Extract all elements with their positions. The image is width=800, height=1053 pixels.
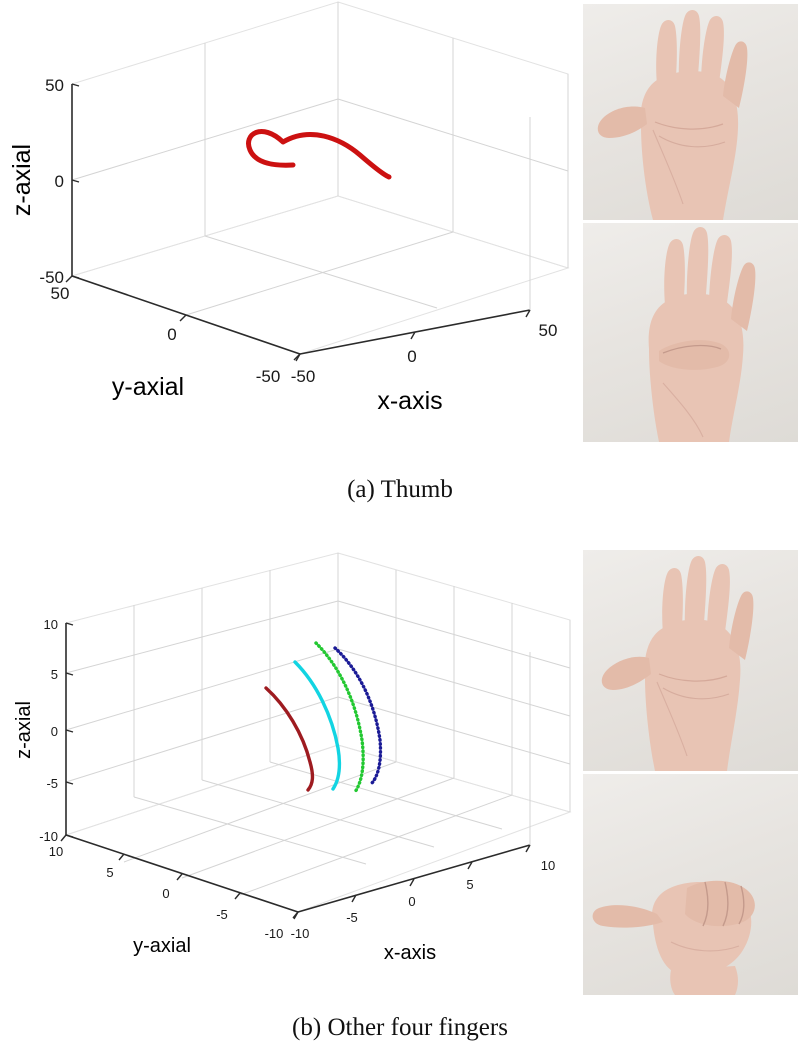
z-axis-title: z-axial (8, 144, 36, 216)
y-axis-title: y-axial (112, 373, 184, 401)
four-fingers-curled-photo (583, 774, 798, 995)
y-tick-label: 0 (167, 325, 176, 344)
panel-a-plot: 50 0 -50 z-axial 50 0 -50 y-axial (0, 0, 580, 450)
z-tick-label: -5 (46, 776, 58, 791)
y-tick-label: -5 (216, 907, 228, 922)
z-axis: 50 0 -50 z-axial (8, 76, 80, 287)
y-axis-title: y-axial (133, 935, 191, 957)
index-finger-curve (264, 686, 315, 792)
open-palm-photo (583, 550, 798, 771)
x-tick-label: 5 (466, 877, 473, 892)
hand-thumb-folded-graphic (648, 227, 756, 442)
z-axis-title: z-axial (13, 701, 35, 759)
z-tick-label: 50 (45, 76, 64, 95)
hand-open-graphic (597, 10, 748, 220)
thumb-trajectory-series (246, 129, 392, 180)
x-tick-label: 50 (539, 321, 558, 340)
y-axis: 50 0 -50 y-axial (51, 275, 301, 401)
z-axis: 10 5 0 -5 -10 z-axial (13, 617, 74, 844)
panel-a-photos (583, 4, 798, 442)
z-tick-label: 5 (51, 667, 58, 682)
x-axis-title: x-axis (377, 387, 442, 415)
thumb-curve (246, 129, 392, 180)
x-tick-label: -50 (291, 367, 316, 386)
middle-finger-curve (293, 660, 342, 791)
panel-b-plot: 10 5 0 -5 -10 z-axial 10 5 0 -5 -10 (0, 548, 580, 998)
caption-a: (a) Thumb (347, 476, 453, 503)
y-tick-label: 0 (162, 886, 169, 901)
x-axis-title: x-axis (384, 942, 436, 964)
z-tick-label: -50 (39, 268, 64, 287)
caption-b: (b) Other four fingers (292, 1014, 508, 1041)
axes-box-grid (64, 552, 572, 913)
y-axis: 10 5 0 -5 -10 y-axial (49, 834, 299, 957)
hand-fist-graphic (592, 880, 755, 995)
panel-b-photos (583, 550, 798, 995)
x-axis: -50 0 50 x-axis (291, 309, 558, 415)
open-palm-photo (583, 4, 798, 220)
y-tick-label: 50 (51, 284, 70, 303)
y-tick-label: -10 (265, 926, 284, 941)
z-tick-label: -10 (39, 829, 58, 844)
z-tick-label: 0 (55, 172, 64, 191)
y-tick-label: 5 (106, 865, 113, 880)
x-tick-label: -10 (291, 926, 310, 941)
y-tick-label: -50 (256, 367, 281, 386)
x-tick-label: 0 (408, 894, 415, 909)
x-tick-label: -5 (346, 910, 358, 925)
little-finger-curve (333, 646, 383, 787)
hand-open-graphic (601, 556, 754, 771)
x-tick-label: 10 (541, 858, 555, 873)
z-tick-label: 10 (44, 617, 58, 632)
finger-trajectories-series (264, 641, 383, 794)
thumb-folded-photo (583, 223, 798, 442)
z-tick-label: 0 (51, 724, 58, 739)
x-tick-label: 0 (407, 347, 416, 366)
x-axis: -10 -5 0 5 10 x-axis (291, 844, 555, 964)
four-finger-trajectories-chart: 10 5 0 -5 -10 z-axial 10 5 0 -5 -10 (13, 552, 572, 964)
y-tick-label: 10 (49, 844, 63, 859)
ring-finger-curve (314, 641, 365, 794)
thumb-trajectory-chart: 50 0 -50 z-axial 50 0 -50 y-axial (8, 1, 570, 415)
